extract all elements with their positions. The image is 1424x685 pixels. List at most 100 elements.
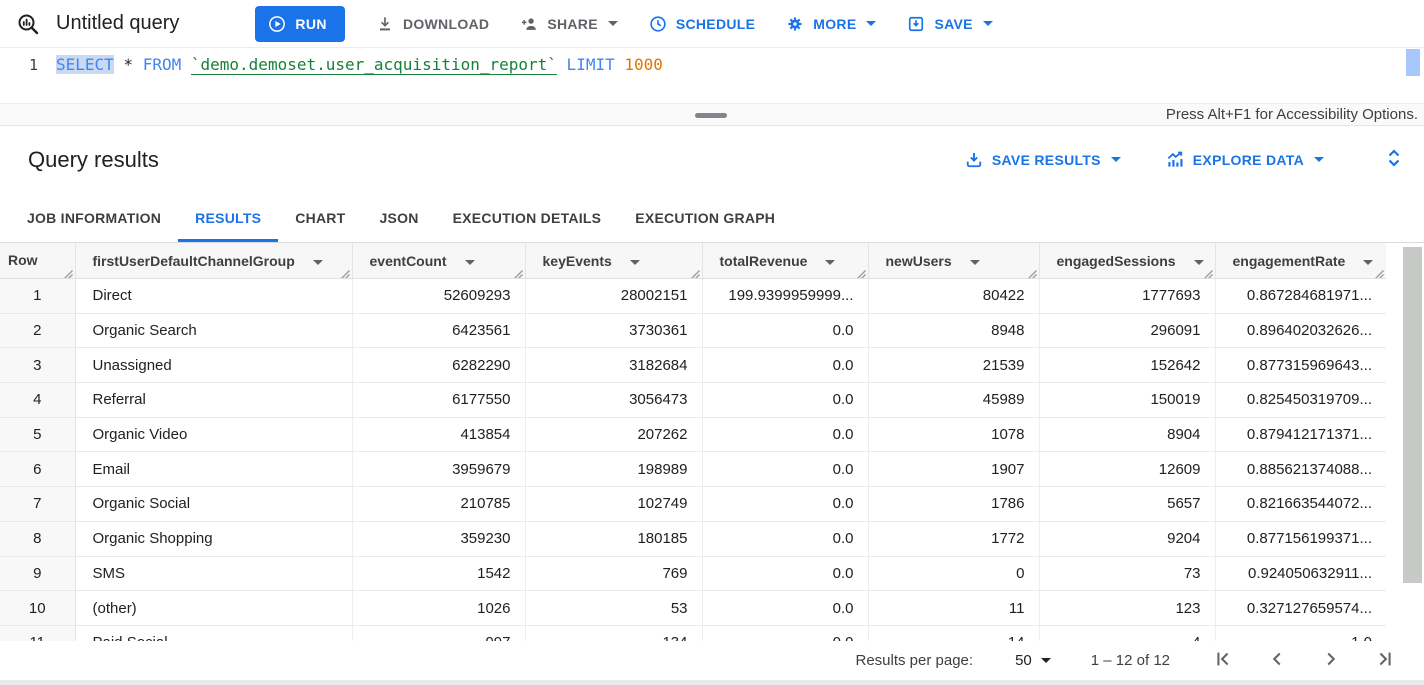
query-magnifier-icon [18,14,39,34]
table-cell: 0.0 [702,625,869,641]
column-menu-caret-icon[interactable] [968,252,980,268]
tab-execution-details[interactable]: EXECUTION DETAILS [452,209,602,226]
table-row: 2 Organic Search 6423561 3730361 0.0 8948 2960… [0,313,1386,349]
table-cell: Unassigned [75,347,353,384]
column-resize-handle-icon[interactable] [1027,266,1037,277]
column-header-keyEvents[interactable]: keyEvents [525,243,703,279]
more-button[interactable]: MORE [785,14,877,34]
table-cell: 0.0 [702,347,869,384]
column-header-engagementRate[interactable]: engagementRate [1215,243,1386,279]
row-number-cell: 2 [0,313,76,349]
download-button[interactable]: DOWNLOAD [375,14,489,34]
column-resize-handle-icon[interactable] [1203,266,1213,277]
tab-results[interactable]: RESULTS [178,193,279,242]
first-page-button[interactable] [1210,647,1236,673]
table-row: 9 SMS 1542 769 0.0 0 73 0.924050632911... [0,556,1386,592]
column-header-firstUserDefaultChannelGroup[interactable]: firstUserDefaultChannelGroup [75,243,353,279]
chevron-right-icon [1327,652,1336,665]
table-row: 8 Organic Shopping 359230 180185 0.0 1772 9204… [0,521,1386,557]
explore-data-button[interactable]: EXPLORE DATA [1165,150,1324,170]
download-icon [379,16,390,30]
row-number-cell: 7 [0,486,76,522]
column-resize-handle-icon[interactable] [856,266,866,277]
table-cell: 0.0 [702,382,869,418]
page-size-value: 50 [1015,651,1032,669]
table-cell: Organic Shopping [75,521,353,557]
save-results-button[interactable]: SAVE RESULTS [964,150,1121,170]
table-cell: 997 [352,625,526,641]
table-cell: 0.867284681971... [1215,278,1386,314]
column-label: firstUserDefaultChannelGroup [92,252,295,269]
table-cell: SMS [75,556,353,592]
column-menu-caret-icon[interactable] [463,252,475,268]
column-resize-handle-icon[interactable] [513,266,523,277]
column-resize-handle-icon[interactable] [63,266,73,277]
schedule-button[interactable]: SCHEDULE [648,14,755,34]
collapse-results-button[interactable] [1380,146,1408,174]
column-resize-handle-icon[interactable] [340,266,350,277]
column-header-newUsers[interactable]: newUsers [868,243,1040,279]
table-cell: 6282290 [352,347,526,384]
table-cell: 80422 [868,278,1040,314]
table-cell: 1907 [868,451,1040,488]
column-menu-caret-icon[interactable] [823,252,836,268]
table-cell: 6423561 [352,313,526,349]
table-cell: (other) [75,590,353,626]
column-resize-handle-icon[interactable] [1374,266,1384,277]
column-header-totalRevenue[interactable]: totalRevenue [702,243,869,279]
column-header-eventCount[interactable]: eventCount [352,243,526,279]
prev-page-button[interactable] [1264,647,1290,673]
page-size-select[interactable]: 50 [1015,652,1051,669]
table-cell: 52609293 [352,278,526,314]
table-cell: 1026 [352,590,526,626]
table-scrollbar-thumb[interactable] [1403,247,1422,583]
chevron-down-icon [1110,157,1121,162]
editor-scrollbar-thumb[interactable] [1406,49,1420,76]
column-header-engagedSessions[interactable]: engagedSessions [1039,243,1216,279]
column-menu-caret-icon[interactable] [628,252,640,268]
next-page-button[interactable] [1318,647,1344,673]
row-number-cell: 11 [0,625,76,641]
table-row: 3 Unassigned 6282290 3182684 0.0 21539 152642 0… [0,347,1386,384]
table-cell: 0.0 [702,417,869,453]
column-menu-caret-icon[interactable] [1192,252,1204,268]
table-cell: 210785 [352,486,526,522]
results-table-zone: Row firstUserDefaultChannelGroup eventCoun… [0,243,1424,641]
column-header-row[interactable]: Row [0,243,76,279]
download-label: DOWNLOAD [402,15,490,32]
pagination-range: 1 – 12 of 12 [1090,651,1170,669]
column-menu-caret-icon[interactable] [311,252,323,268]
table-row: 4 Referral 6177550 3056473 0.0 45989 150019 0.8… [0,382,1386,418]
column-menu-caret-icon[interactable] [1361,252,1374,268]
table-cell: 1777693 [1039,278,1216,314]
column-label: Row [8,252,38,269]
column-resize-handle-icon[interactable] [690,266,700,277]
tab-json[interactable]: JSON [379,209,419,226]
divider-drag-handle[interactable] [695,113,727,118]
play-icon [269,15,286,32]
tab-job-information[interactable]: JOB INFORMATION [27,209,162,226]
sql-editor[interactable]: 1 SELECT * FROM `demo.demoset.user_acqui… [0,48,1424,103]
table-cell: Organic Video [75,417,353,453]
person-add-icon [522,17,537,30]
table-cell: 0.877315969643... [1215,347,1386,384]
table-cell: 296091 [1039,313,1216,349]
share-button[interactable]: SHARE [519,14,618,34]
explore-chart-icon [1167,151,1183,167]
table-cell: 11 [868,590,1040,626]
table-cell: 12609 [1039,451,1216,488]
table-cell: 1078 [868,417,1040,453]
tab-chart[interactable]: CHART [295,209,346,226]
table-cell: 73 [1039,556,1216,592]
tab-execution-graph[interactable]: EXECUTION GRAPH [635,209,776,226]
table-row: 5 Organic Video 413854 207262 0.0 1078 8904 0.8… [0,417,1386,453]
last-page-button[interactable] [1372,647,1398,673]
save-button[interactable]: SAVE [906,14,993,34]
run-label: RUN [295,15,327,32]
schedule-label: SCHEDULE [675,15,756,32]
line-number: 1 [28,56,38,74]
table-cell: 0.0 [702,556,869,592]
row-number-cell: 1 [0,278,76,314]
chevron-down-icon [866,21,877,26]
run-button[interactable]: RUN [255,5,345,42]
